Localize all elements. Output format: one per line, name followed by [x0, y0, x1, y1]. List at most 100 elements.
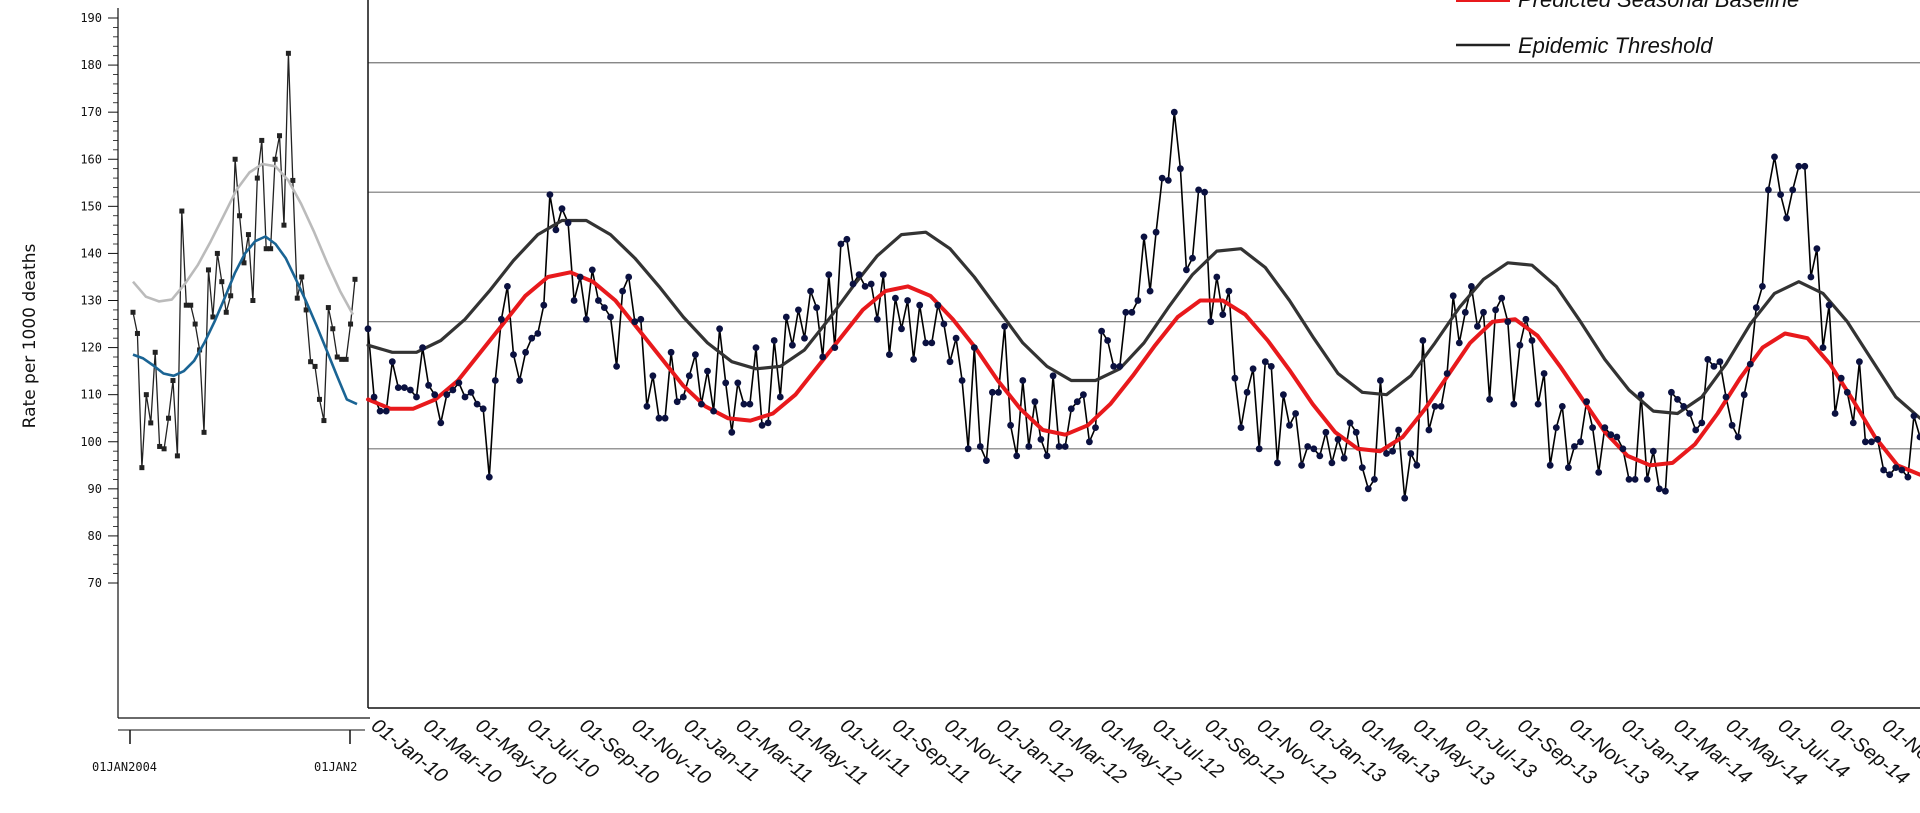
observed-data-point [770, 337, 778, 344]
observed-data-point [728, 428, 736, 436]
left-y-tick-label: 80 [88, 529, 102, 543]
observed-data-point [1183, 266, 1190, 274]
observed-data-point [698, 400, 705, 408]
observed-data-point [504, 283, 511, 290]
left-y-tick-label: 120 [80, 341, 102, 355]
observed-data-point [1849, 419, 1857, 427]
main-panel: 01-Jan-1001-Mar-1001-May-1001-Jul-1001-S… [364, 0, 1920, 791]
left-y-tick-label: 100 [80, 435, 102, 449]
observed-data-point [983, 457, 990, 464]
observed-data-point [1419, 337, 1427, 344]
observed-data-point [388, 358, 396, 366]
observed-data-point [1371, 476, 1378, 483]
observed-data-point [1055, 443, 1063, 450]
observed-data-point [764, 419, 772, 427]
observed-data-point [1098, 327, 1105, 335]
observed-data-point [795, 306, 802, 314]
observed-data-point [661, 414, 669, 422]
observed-data-point [1565, 464, 1572, 471]
observed-data-point [1771, 153, 1778, 161]
observed-data-point [1880, 466, 1887, 474]
left-data-point [228, 293, 234, 299]
legend-label-baseline: Predicted Seasonal Baseline [1518, 0, 1799, 12]
observed-data-point [1704, 356, 1712, 363]
observed-data-point [1492, 306, 1499, 314]
observed-data-point [1589, 424, 1596, 431]
observed-data-point [1734, 433, 1742, 441]
observed-data-point [1134, 297, 1142, 304]
left-data-point [281, 222, 287, 228]
observed-data-point [479, 405, 487, 413]
observed-data-point [1765, 186, 1772, 194]
observed-data-point [849, 280, 857, 288]
left-data-point [352, 276, 358, 282]
left-data-point [339, 356, 345, 362]
observed-data-point [1461, 308, 1469, 316]
observed-data-point [1710, 363, 1718, 370]
left-data-point [250, 298, 256, 303]
observed-data-point [1031, 398, 1039, 406]
left-data-point [263, 246, 269, 252]
observed-data-point [734, 379, 742, 387]
observed-data-point [546, 191, 554, 199]
observed-data-point [1322, 428, 1330, 436]
observed-data-point [1740, 391, 1748, 399]
left-data-point [166, 415, 172, 421]
left-data-point [139, 465, 145, 471]
observed-data-point [710, 407, 717, 415]
left-data-point [316, 396, 322, 402]
observed-data-point [989, 388, 996, 396]
observed-data-point [552, 226, 560, 234]
left-data-point [254, 175, 260, 181]
observed-data-point [685, 372, 693, 380]
main-reference-lines [368, 62, 1920, 450]
left-data-point [152, 349, 158, 355]
observed-data-point [643, 403, 651, 410]
observed-data-point [570, 297, 578, 304]
observed-data-point [1274, 459, 1281, 467]
left-y-tick-label: 190 [80, 11, 102, 25]
observed-data-point [394, 384, 402, 391]
observed-data-point [1449, 292, 1457, 300]
observed-data-point [449, 386, 457, 394]
observed-data-point [1789, 186, 1797, 194]
observed-data-point [1316, 452, 1324, 460]
observed-data-point [837, 240, 845, 248]
observed-data-point [1189, 254, 1196, 262]
left-y-tick-label: 130 [80, 294, 102, 308]
left-data-point [272, 156, 278, 162]
observed-data-point [801, 334, 808, 342]
observed-data-point [407, 386, 414, 394]
left-data-point [259, 137, 265, 143]
observed-data-point [491, 377, 499, 384]
observed-data-point [467, 388, 475, 396]
left-data-point [219, 279, 225, 285]
observed-data-point [1340, 454, 1348, 462]
observed-data-point [1086, 438, 1093, 446]
observed-data-point [1752, 304, 1760, 311]
observed-data-point [1255, 445, 1263, 453]
observed-data-point [1601, 424, 1609, 431]
observed-data-point [782, 313, 790, 321]
observed-data-point [740, 400, 748, 408]
observed-data-point [831, 344, 839, 351]
observed-data-point [1831, 410, 1839, 417]
legend-label-threshold: Epidemic Threshold [1518, 33, 1713, 58]
left-data-point [303, 307, 309, 313]
observed-data-point [1843, 388, 1851, 396]
left-data-point [134, 330, 140, 336]
observed-data-point [1898, 466, 1906, 474]
left-data-point [205, 267, 211, 273]
observed-data-point [1534, 400, 1542, 408]
observed-data-point [813, 304, 820, 311]
left-y-tick-label: 90 [88, 482, 102, 496]
observed-data-point [1364, 485, 1372, 493]
observed-data-point [564, 219, 572, 227]
observed-data-point [1668, 388, 1675, 396]
observed-data-point [1680, 403, 1687, 410]
observed-data-point [1243, 388, 1251, 396]
left-x-tick-label-1: 01JAN2004 [92, 760, 157, 774]
observed-data-point [970, 344, 978, 351]
observed-data-point [1261, 358, 1269, 366]
observed-data-point [1413, 461, 1421, 469]
